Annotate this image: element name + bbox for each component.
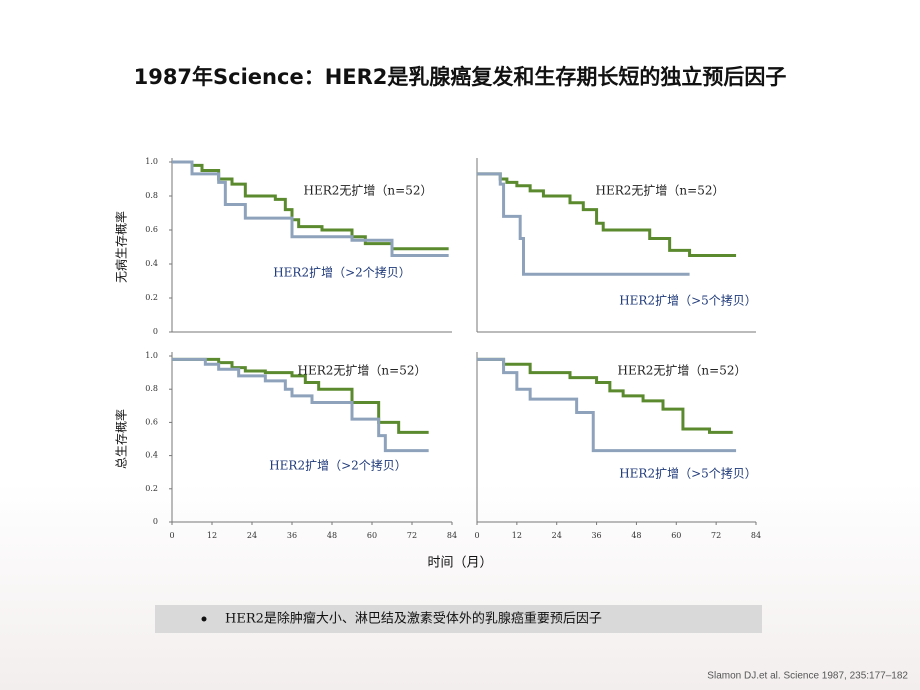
x-tick-label: 36 [591, 531, 601, 540]
x-tick-label: 72 [711, 531, 721, 540]
x-tick-label: 60 [671, 531, 681, 540]
x-tick-label: 12 [207, 531, 217, 540]
x-tick-label: 84 [447, 531, 457, 540]
y-tick-label: 0.8 [145, 384, 158, 393]
x-tick-label: 36 [287, 531, 297, 540]
x-tick-label: 48 [327, 531, 337, 540]
series-label: HER2扩增（>2个拷贝） [269, 458, 407, 473]
y-tick-label: 0 [153, 517, 158, 526]
x-tick-label: 60 [367, 531, 377, 540]
km-curve [172, 357, 429, 453]
y-tick-label: 1.0 [145, 157, 158, 166]
series-label: HER2无扩增（n=52） [618, 364, 747, 378]
y-tick-label: 0.4 [145, 259, 158, 268]
km-curve [477, 357, 733, 434]
y-tick-label: 0.6 [145, 417, 158, 426]
series-label: HER2无扩增（n=52） [298, 364, 427, 378]
km-curve [477, 172, 690, 276]
series-label: HER2无扩增（n=52） [304, 184, 433, 198]
note: HER2是除肿瘤大小、淋巴结及激素受体外的乳腺癌重要预后因子 [225, 611, 602, 627]
bullet [201, 616, 207, 622]
km-curve [172, 160, 449, 251]
series-label: HER2扩增（>5个拷贝） [619, 293, 757, 308]
series-label: HER2扩增（>5个拷贝） [619, 466, 757, 481]
km-curve [477, 357, 737, 453]
x-tick-label: 0 [474, 531, 479, 540]
slide-title: 1987年Science：HER2是乳腺癌复发和生存期长短的独立预后因子 [134, 65, 787, 89]
y-tick-label: 0.2 [145, 293, 158, 302]
y-tick-label: 0.8 [145, 191, 158, 200]
y-tick-label: 0 [153, 327, 158, 336]
y-tick-label: 0.2 [145, 484, 158, 493]
x-tick-label: 84 [751, 531, 761, 540]
y-tick-label: 1.0 [145, 351, 158, 360]
citation: Slamon DJ.et al. Science 1987, 235:177–1… [707, 671, 908, 682]
km-curve [172, 160, 449, 257]
x-tick-label: 12 [512, 531, 522, 540]
x-tick-label: 24 [552, 531, 562, 540]
note-box [155, 605, 762, 633]
series-label: HER2扩增（>2个拷贝） [273, 265, 411, 280]
y-tick-label: 0.6 [145, 225, 158, 234]
y-axis-label: 总生存概率 [114, 409, 129, 469]
x-tick-label: 0 [169, 531, 174, 540]
x-tick-label: 48 [631, 531, 641, 540]
x-tick-label: 72 [407, 531, 417, 540]
km-curve [172, 357, 429, 434]
x-tick-label: 24 [247, 531, 257, 540]
x-axis-label: 时间（月） [427, 556, 492, 571]
km-curve [477, 172, 737, 257]
series-label: HER2无扩增（n=52） [596, 184, 725, 198]
y-tick-label: 0.4 [145, 451, 158, 460]
y-axis-label: 无病生存概率 [114, 211, 129, 283]
